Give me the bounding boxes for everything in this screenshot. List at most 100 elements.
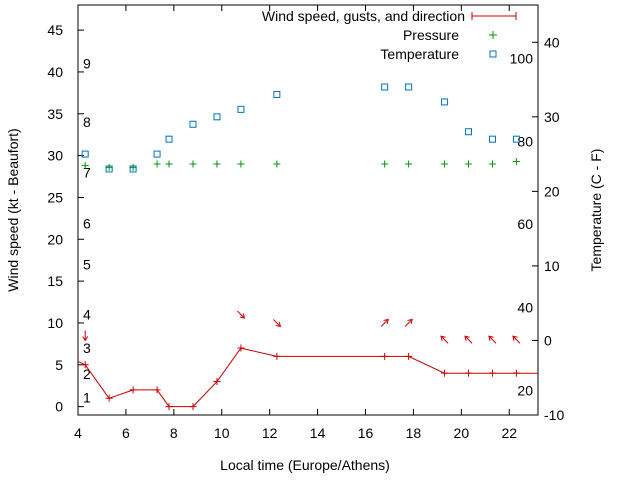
wind-point — [105, 394, 113, 402]
y-tick-label: 45 — [47, 22, 63, 38]
beaufort-label: 3 — [83, 340, 91, 356]
pressure-point — [405, 160, 413, 168]
pressure-point — [512, 157, 520, 165]
legend-label-wind: Wind speed, gusts, and direction — [262, 8, 465, 24]
beaufort-scale: 1 2 3 4 5 6 7 8 9 — [83, 56, 91, 406]
y2-tick-label: -10 — [544, 407, 564, 423]
wind-point — [165, 403, 173, 411]
x-tick-label: 6 — [122, 425, 130, 441]
pressure-point — [129, 163, 137, 171]
temperature-point — [153, 150, 161, 158]
x-axis-label: Local time (Europe/Athens) — [220, 457, 390, 473]
wind-point — [81, 361, 89, 369]
x-tick-label: 18 — [406, 425, 422, 441]
temperature-point — [381, 83, 389, 91]
y-tick-label: 30 — [47, 148, 63, 164]
pressure-point — [213, 160, 221, 168]
wind-point — [512, 369, 520, 377]
legend-label-pressure: Pressure — [403, 27, 459, 43]
beaufort-label: 8 — [83, 114, 91, 130]
y-tick-label: 15 — [47, 273, 63, 289]
temperature-point — [105, 165, 113, 173]
y-tick-label: 0 — [55, 399, 63, 415]
y2-tick-label: 20 — [544, 183, 560, 199]
legend-marker-pressure — [489, 31, 497, 39]
legend: Wind speed, gusts, and direction Pressur… — [262, 8, 517, 62]
temperature-point — [81, 150, 89, 158]
fahrenheit-label: 80 — [517, 133, 533, 149]
fahrenheit-label: 100 — [510, 51, 534, 67]
wind-direction-arrow — [82, 330, 89, 342]
wind-point — [441, 369, 449, 377]
beaufort-label: 2 — [83, 366, 91, 382]
x-tick-label: 22 — [501, 425, 517, 441]
temperature-point — [129, 165, 137, 173]
x-tick-label: 8 — [170, 425, 178, 441]
pressure-point — [153, 160, 161, 168]
axis-ticks: 4 6 8 10 12 14 16 18 20 22051015202530354045-1001… — [47, 5, 564, 441]
pressure-point — [237, 160, 245, 168]
wind-point — [237, 344, 245, 352]
temperature-point — [189, 120, 197, 128]
wind-direction-arrow — [440, 335, 449, 344]
wind-direction-arrow — [237, 310, 246, 319]
beaufort-label: 1 — [83, 389, 91, 405]
pressure-point — [81, 162, 89, 170]
pressure-point — [381, 160, 389, 168]
y2-tick-label: 10 — [544, 258, 560, 274]
pressure-point — [105, 163, 113, 171]
beaufort-label: 9 — [83, 56, 91, 72]
temperature-point — [512, 135, 520, 143]
temperature-point — [165, 135, 173, 143]
x-tick-label: 20 — [454, 425, 470, 441]
y2-axis-label: Temperature (C - F) — [588, 149, 604, 272]
wind-point — [213, 378, 221, 386]
fahrenheit-scale: 20 40 60 80 100 — [510, 51, 534, 399]
x-tick-label: 4 — [74, 425, 82, 441]
legend-marker-temperature — [489, 50, 497, 58]
wind-direction-arrow — [404, 318, 413, 327]
beaufort-label: 7 — [83, 164, 91, 180]
x-tick-label: 10 — [214, 425, 230, 441]
x-tick-label: 16 — [358, 425, 374, 441]
x-tick-label: 14 — [310, 425, 326, 441]
temperature-point — [405, 83, 413, 91]
plot-frame — [77, 4, 539, 416]
wind-point — [189, 403, 197, 411]
wind-point — [153, 386, 161, 394]
y-tick-label: 20 — [47, 231, 63, 247]
wind-point — [488, 369, 496, 377]
y-tick-label: 5 — [55, 357, 63, 373]
y-tick-label: 35 — [47, 106, 63, 122]
x-tick-label: 12 — [262, 425, 278, 441]
y-axis-label: Wind speed (kt - Beaufort) — [5, 128, 21, 291]
wind-speed-line — [77, 347, 538, 408]
y2-tick-label: 40 — [544, 34, 560, 50]
beaufort-label: 6 — [83, 215, 91, 231]
pressure-point — [441, 160, 449, 168]
y2-tick-label: 30 — [544, 109, 560, 125]
temperature-point — [488, 135, 496, 143]
legend-label-temperature: Temperature — [380, 46, 459, 62]
y-tick-label: 40 — [47, 64, 63, 80]
wind-direction-arrow — [512, 335, 521, 344]
wind-point — [405, 352, 413, 360]
beaufort-label: 5 — [83, 256, 91, 272]
temperature-point — [273, 90, 281, 98]
beaufort-label: 4 — [83, 307, 91, 323]
wind-point — [273, 352, 281, 360]
wind-direction-arrow — [272, 319, 282, 328]
pressure-point — [189, 160, 197, 168]
series-layer — [77, 83, 538, 411]
wind-direction-arrow — [464, 335, 473, 344]
y-tick-label: 25 — [47, 189, 63, 205]
temperature-point — [213, 113, 221, 121]
pressure-point — [488, 160, 496, 168]
wind-direction-arrow — [488, 335, 497, 344]
temperature-point — [441, 98, 449, 106]
pressure-point — [165, 160, 173, 168]
y-tick-label: 10 — [47, 315, 63, 331]
fahrenheit-label: 20 — [517, 382, 533, 398]
y2-tick-label: 0 — [544, 332, 552, 348]
